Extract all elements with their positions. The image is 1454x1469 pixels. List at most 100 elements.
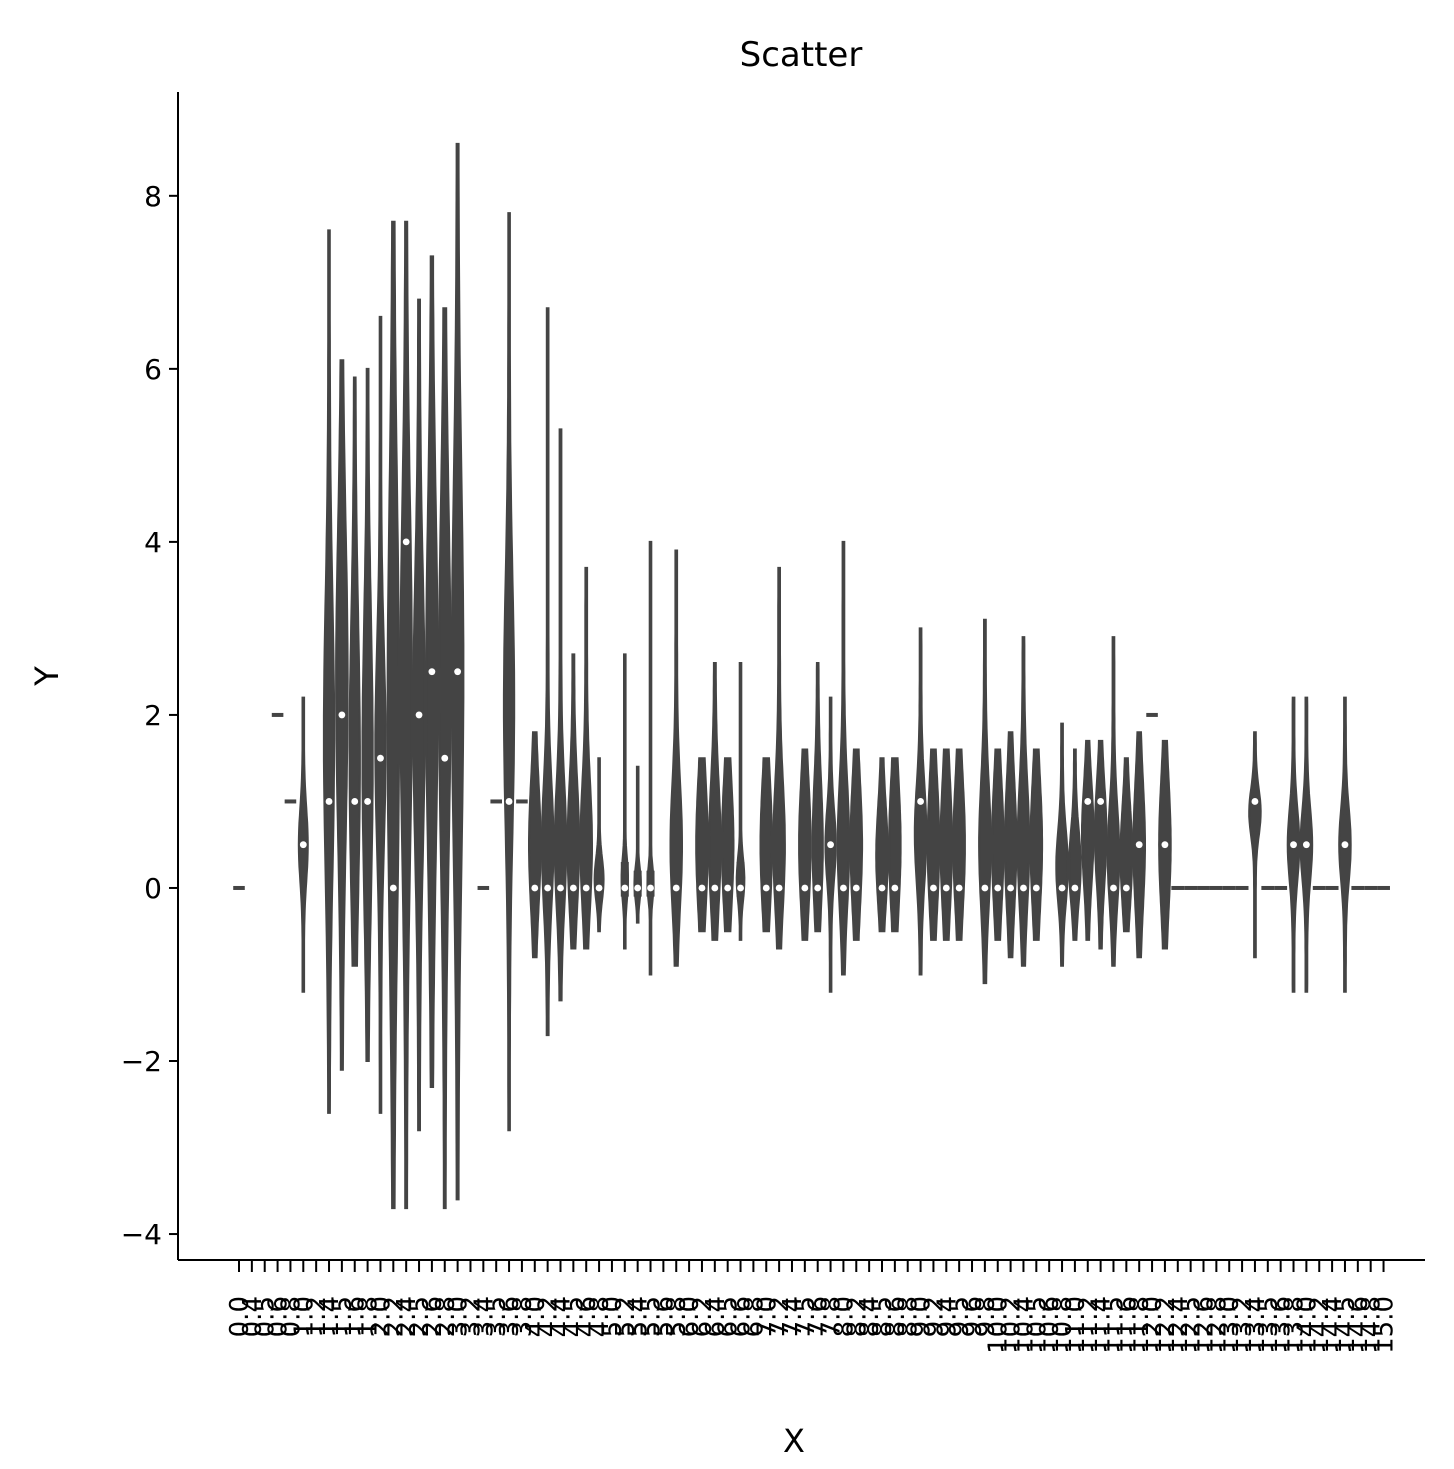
x-tick-label: 7.5 (791, 1296, 821, 1337)
violin-median (1058, 884, 1066, 892)
violin-iqr (697, 792, 706, 897)
x-tick-label: 13.4 (1241, 1296, 1271, 1354)
x-tick-label: 13.8 (1280, 1296, 1310, 1354)
x-tick-label: 11.2 (1074, 1296, 1104, 1354)
violin-iqr (1250, 792, 1259, 832)
x-tick-label: 15.0 (1370, 1296, 1400, 1354)
violin-iqr (633, 870, 642, 897)
violin-5.8 (669, 549, 683, 967)
x-tick-label: 10.6 (1035, 1296, 1065, 1354)
violin-iqr (993, 792, 1002, 897)
x-tick-label: 5.5 (637, 1296, 667, 1337)
violin-7.2 (772, 566, 786, 950)
y-tick-label: 4 (144, 526, 162, 559)
violin-10.0 (991, 748, 1005, 941)
violin-3.0 (450, 142, 465, 1201)
violin-iqr (942, 792, 951, 897)
x-tick-label: 5.2 (611, 1296, 641, 1337)
x-axis: 0.00.40.50.60.81.01.21.41.51.61.82.02.22… (178, 1259, 1425, 1354)
violin-iqr (505, 598, 514, 811)
x-tick-label: 9.2 (919, 1296, 949, 1337)
x-tick-label: 2.8 (431, 1296, 461, 1337)
violin-median (827, 841, 834, 849)
x-tick-label: 12.8 (1202, 1296, 1232, 1354)
violin-median (1020, 884, 1027, 892)
violin-iqr (710, 792, 719, 897)
violin-2.4 (399, 220, 414, 1210)
violin-2.0 (374, 315, 387, 1114)
x-tick-label: 0.4 (238, 1296, 268, 1337)
violin-iqr (376, 663, 385, 832)
violin-median (814, 884, 822, 892)
x-tick-label: 11.6 (1112, 1296, 1142, 1354)
x-tick-label: 5.4 (624, 1296, 654, 1337)
violin-median (544, 884, 552, 892)
x-tick-label: 12.0 (1138, 1296, 1168, 1354)
violin-median (595, 884, 603, 892)
violin-4.6 (579, 566, 593, 950)
x-tick-label: 2.0 (366, 1296, 396, 1337)
violin-median (569, 884, 577, 892)
violin-1.8 (361, 367, 374, 1062)
violin-3.6 (502, 212, 516, 1132)
violin-10.8 (1055, 722, 1069, 967)
violin-median (1341, 841, 1349, 849)
violin-median (531, 884, 539, 892)
x-tick-label: 2.4 (392, 1296, 422, 1337)
violin-1.4 (322, 229, 336, 1114)
violin-iqr (723, 792, 732, 897)
x-tick-label: 9.0 (907, 1296, 937, 1337)
violin-iqr (813, 792, 822, 897)
violin-8.2 (849, 748, 864, 941)
x-tick-label: 2.5 (405, 1296, 435, 1337)
x-tick-label: 2.6 (418, 1296, 448, 1337)
violin-9.2 (926, 748, 941, 941)
violin-1.0 (297, 696, 309, 993)
violin-4.5 (566, 653, 581, 950)
violin-7.6 (811, 662, 824, 933)
x-tick-label: 0.6 (264, 1296, 294, 1337)
violin-median (1110, 884, 1117, 892)
x-tick-label: 0.8 (276, 1296, 306, 1337)
violin-8.5 (875, 757, 889, 933)
violin-5.4 (633, 765, 642, 924)
x-tick-label: 6.6 (727, 1296, 757, 1337)
violin-iqr (1058, 836, 1067, 897)
y-axis-label: Y (28, 666, 66, 687)
violin-iqr (1122, 814, 1131, 897)
violin-median (621, 884, 629, 892)
x-tick-label: 1.5 (328, 1296, 358, 1337)
violin-median (1161, 841, 1169, 849)
violin-6.5 (720, 757, 735, 933)
violin-9.4 (939, 748, 954, 941)
violin-median (557, 884, 564, 892)
violin-median (711, 884, 719, 892)
x-tick-label: 4.5 (559, 1296, 589, 1337)
x-tick-label: 7.4 (778, 1296, 808, 1337)
violin-10.2 (1003, 731, 1018, 959)
violin-12.2 (1158, 739, 1172, 950)
y-tick-label: −4 (121, 1218, 162, 1251)
violin-median (737, 884, 744, 892)
violin-iqr (1006, 792, 1015, 897)
violin-iqr (800, 792, 809, 897)
violin-iqr (929, 792, 938, 897)
violin-median (1097, 798, 1105, 805)
x-tick-label: 13.2 (1228, 1296, 1258, 1354)
violin-median (930, 884, 937, 892)
x-tick-label: 11.5 (1099, 1296, 1129, 1354)
violin-2.8 (438, 307, 452, 1210)
y-tick-label: 0 (144, 872, 162, 905)
x-tick-label: 1.0 (289, 1296, 319, 1337)
violin-iqr (530, 792, 539, 897)
x-tick-label: 3.0 (444, 1296, 474, 1337)
violin-iqr (852, 792, 861, 897)
violin-median (981, 884, 989, 892)
violin-median (402, 538, 410, 546)
violin-median (942, 884, 950, 892)
violin-iqr (672, 792, 681, 897)
violin-1.5 (335, 359, 349, 1071)
x-tick-label: 14.5 (1331, 1296, 1361, 1354)
x-tick-label: 9.8 (971, 1296, 1001, 1337)
violin-11.8 (1132, 731, 1146, 959)
